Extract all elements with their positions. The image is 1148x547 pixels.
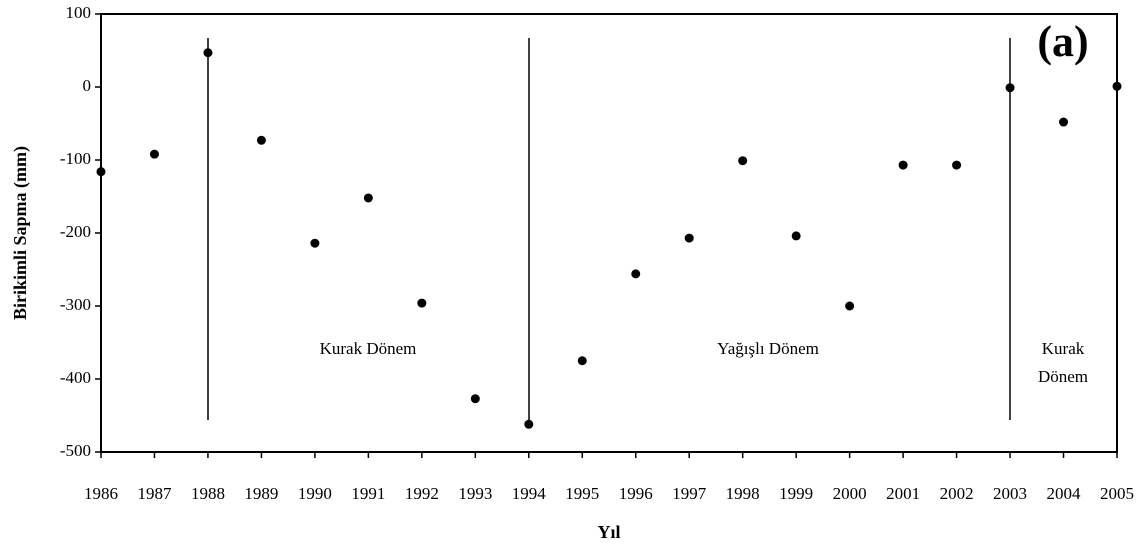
x-tick-label: 2001 <box>886 484 920 503</box>
x-tick-label: 2004 <box>1047 484 1082 503</box>
point <box>577 356 587 366</box>
plot-frame <box>100 13 1118 453</box>
x-tick-label: 1990 <box>298 484 332 503</box>
x-tick-label: 1998 <box>726 484 760 503</box>
x-tick-label: 1992 <box>405 484 439 503</box>
point <box>952 160 962 170</box>
y-tick-label: -400 <box>60 368 91 387</box>
x-tick-label: 1991 <box>351 484 385 503</box>
point <box>631 269 641 279</box>
panel-label: (a) <box>1037 17 1088 66</box>
y-axis-title: Birikimli Sapma (mm) <box>10 146 31 320</box>
point <box>149 149 159 159</box>
y-tick-label: 0 <box>83 76 92 95</box>
x-tick-label: 1997 <box>672 484 707 503</box>
x-tick-label: 1987 <box>137 484 172 503</box>
x-tick-label: 1999 <box>779 484 813 503</box>
point <box>1005 83 1015 93</box>
x-tick-label: 2000 <box>833 484 867 503</box>
annotation: Kurak <box>1042 339 1085 358</box>
point <box>203 48 213 58</box>
point <box>845 301 855 311</box>
x-tick-label: 1993 <box>458 484 492 503</box>
x-tick-label: 2005 <box>1100 484 1134 503</box>
x-tick-label: 2003 <box>993 484 1027 503</box>
point <box>417 298 427 308</box>
y-tick-label: -200 <box>60 222 91 241</box>
point <box>898 160 908 170</box>
point <box>256 135 266 145</box>
point <box>96 167 106 177</box>
point <box>470 394 480 404</box>
x-tick-label: 1988 <box>191 484 225 503</box>
point <box>524 419 534 429</box>
point <box>791 231 801 241</box>
point <box>738 156 748 166</box>
annotation: Dönem <box>1038 367 1088 386</box>
y-tick-label: -100 <box>60 149 91 168</box>
x-tick-label: 1989 <box>244 484 278 503</box>
x-axis-title: Yıl <box>597 522 620 542</box>
annotation: Yağışlı Dönem <box>717 339 819 358</box>
y-tick-label: -300 <box>60 295 91 314</box>
point <box>1059 117 1069 127</box>
x-tick-label: 1996 <box>619 484 653 503</box>
annotation: Kurak Dönem <box>320 339 417 358</box>
point <box>684 233 694 243</box>
x-tick-label: 1995 <box>565 484 599 503</box>
x-tick-label: 2002 <box>940 484 974 503</box>
y-tick-label: 100 <box>66 3 92 22</box>
y-tick-label: -500 <box>60 441 91 460</box>
x-tick-label: 1994 <box>512 484 547 503</box>
x-tick-label: 1986 <box>84 484 118 503</box>
point <box>363 193 373 203</box>
point <box>1112 81 1122 91</box>
point <box>310 238 320 248</box>
